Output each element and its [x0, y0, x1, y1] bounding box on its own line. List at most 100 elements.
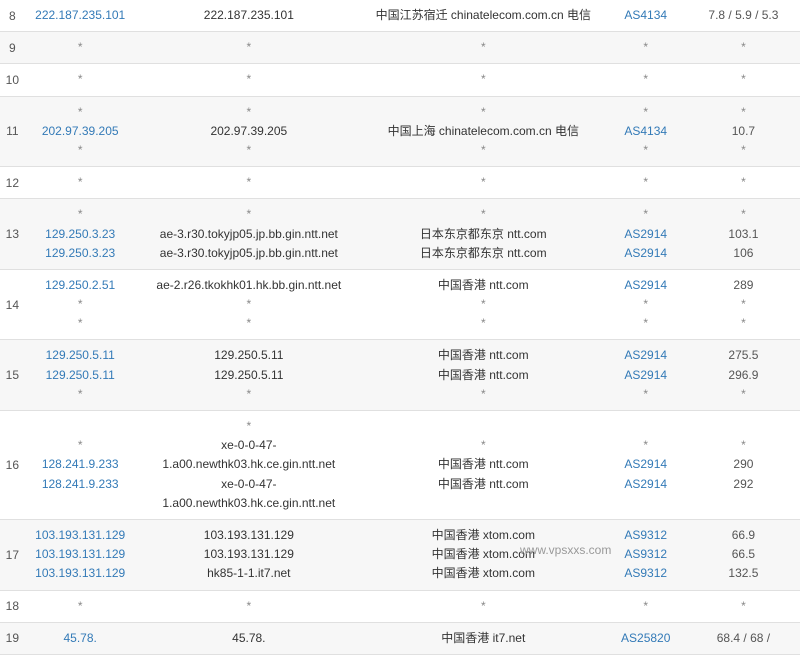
lat-value: 292	[691, 475, 796, 494]
loc-value: 中国香港 ntt.com	[366, 366, 601, 385]
ip-link[interactable]: 103.193.131.129	[29, 545, 132, 564]
host-value: ae-3.r30.tokyjp05.jp.bb.gin.ntt.net	[140, 244, 358, 263]
asn-cell: *	[605, 32, 687, 64]
timeout-star: *	[29, 205, 132, 224]
timeout-star: *	[366, 103, 601, 122]
timeout-star: *	[366, 173, 601, 192]
host-cell: 45.78.	[136, 622, 362, 654]
hop-number: 19	[0, 622, 25, 654]
loc-value: 中国江苏宿迁 chinatelecom.com.cn 电信	[366, 6, 601, 25]
lat-value: 66.5	[691, 545, 796, 564]
loc-value: 中国香港 ntt.com	[366, 276, 601, 295]
table-row: 14129.250.2.51**ae-2.r26.tkokhk01.hk.bb.…	[0, 269, 800, 340]
latency-cell: 7.8 / 5.9 / 5.3	[687, 0, 800, 32]
lat-value: 66.9	[691, 526, 796, 545]
ip-link[interactable]: 128.241.9.233	[29, 455, 132, 474]
ip-link[interactable]: 103.193.131.129	[29, 526, 132, 545]
timeout-star: *	[609, 70, 683, 89]
hop-number: 17	[0, 519, 25, 590]
ip-link[interactable]: 202.97.39.205	[29, 122, 132, 141]
ip-cell: *	[25, 64, 136, 96]
asn-cell: *	[605, 167, 687, 199]
loc-value: 日本东京都东京 ntt.com	[366, 244, 601, 263]
ip-link[interactable]: 128.241.9.233	[29, 475, 132, 494]
ip-link[interactable]: 129.250.5.11	[29, 346, 132, 365]
timeout-star: *	[29, 141, 132, 160]
host-cell: 222.187.235.101	[136, 0, 362, 32]
asn-link[interactable]: AS2914	[609, 244, 683, 263]
host-value: xe-0-0-47-1.a00.newthk03.hk.ce.gin.ntt.n…	[140, 436, 358, 474]
table-row: 11*202.97.39.205**202.97.39.205**中国上海 ch…	[0, 96, 800, 167]
location-cell: 中国香港 ntt.com中国香港 ntt.com*	[362, 340, 605, 411]
timeout-star: *	[140, 417, 358, 436]
host-value: 103.193.131.129	[140, 545, 358, 564]
asn-link[interactable]: AS2914	[609, 276, 683, 295]
asn-link[interactable]: AS9312	[609, 526, 683, 545]
latency-cell: 66.966.5132.5	[687, 519, 800, 590]
timeout-star: *	[140, 173, 358, 192]
latency-cell: 68.4 / 68 /	[687, 622, 800, 654]
ip-link[interactable]: 129.250.3.23	[29, 225, 132, 244]
host-value: ae-3.r30.tokyjp05.jp.bb.gin.ntt.net	[140, 225, 358, 244]
ip-cell: *	[25, 32, 136, 64]
location-cell: 中国香港 it7.net	[362, 622, 605, 654]
ip-link[interactable]: 222.187.235.101	[29, 6, 132, 25]
table-row: 10*****	[0, 64, 800, 96]
asn-cell: *	[605, 64, 687, 96]
timeout-star: *	[29, 103, 132, 122]
host-cell: *	[136, 590, 362, 622]
asn-link[interactable]: AS2914	[609, 225, 683, 244]
hop-number: 10	[0, 64, 25, 96]
table-row: 8222.187.235.101222.187.235.101中国江苏宿迁 ch…	[0, 0, 800, 32]
asn-link[interactable]: AS2914	[609, 366, 683, 385]
asn-link[interactable]: AS9312	[609, 564, 683, 583]
asn-link[interactable]: AS4134	[609, 6, 683, 25]
timeout-star: *	[691, 295, 796, 314]
ip-link[interactable]: 129.250.5.11	[29, 366, 132, 385]
timeout-star: *	[140, 141, 358, 160]
loc-value: 日本东京都东京 ntt.com	[366, 225, 601, 244]
hop-number: 12	[0, 167, 25, 199]
timeout-star: *	[366, 436, 601, 455]
ip-link[interactable]: 103.193.131.129	[29, 564, 132, 583]
host-cell: *	[136, 64, 362, 96]
timeout-star: *	[366, 597, 601, 616]
table-row: 1945.78.45.78.中国香港 it7.netAS2582068.4 / …	[0, 622, 800, 654]
ip-link[interactable]: 45.78.	[29, 629, 132, 648]
timeout-star: *	[609, 103, 683, 122]
asn-link[interactable]: AS25820	[609, 629, 683, 648]
location-cell: 中国香港 ntt.com**	[362, 269, 605, 340]
timeout-star: *	[140, 38, 358, 57]
ip-link[interactable]: 129.250.2.51	[29, 276, 132, 295]
lat-value: 296.9	[691, 366, 796, 385]
timeout-star: *	[691, 70, 796, 89]
loc-value: 中国香港 xtom.com	[366, 564, 601, 583]
location-cell: *	[362, 167, 605, 199]
ip-cell: 45.78.	[25, 622, 136, 654]
timeout-star: *	[366, 295, 601, 314]
timeout-star: *	[140, 314, 358, 333]
timeout-star: *	[29, 597, 132, 616]
table-row: 12*****	[0, 167, 800, 199]
asn-link[interactable]: AS2914	[609, 455, 683, 474]
ip-link[interactable]: 129.250.3.23	[29, 244, 132, 263]
lat-value: 132.5	[691, 564, 796, 583]
asn-link[interactable]: AS2914	[609, 346, 683, 365]
timeout-star: *	[609, 295, 683, 314]
asn-link[interactable]: AS2914	[609, 475, 683, 494]
timeout-star: *	[140, 103, 358, 122]
hop-number: 13	[0, 199, 25, 270]
hop-number: 14	[0, 269, 25, 340]
loc-value: 中国香港 ntt.com	[366, 475, 601, 494]
timeout-star: *	[140, 205, 358, 224]
location-cell: *中国香港 ntt.com中国香港 ntt.com	[362, 411, 605, 520]
host-cell: ae-2.r26.tkokhk01.hk.bb.gin.ntt.net**	[136, 269, 362, 340]
asn-link[interactable]: AS9312	[609, 545, 683, 564]
ip-cell: *129.250.3.23129.250.3.23	[25, 199, 136, 270]
host-cell: 129.250.5.11129.250.5.11*	[136, 340, 362, 411]
host-value: xe-0-0-47-1.a00.newthk03.hk.ce.gin.ntt.n…	[140, 475, 358, 513]
asn-link[interactable]: AS4134	[609, 122, 683, 141]
ip-cell: *	[25, 590, 136, 622]
timeout-star: *	[366, 38, 601, 57]
latency-cell: *	[687, 590, 800, 622]
